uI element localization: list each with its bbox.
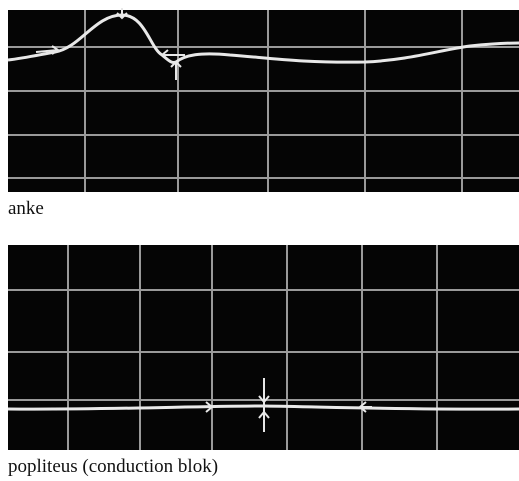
- caption: popliteus (conduction blok): [8, 456, 218, 478]
- panel-popliteus: [8, 245, 519, 450]
- caption: anke: [8, 198, 44, 220]
- figure: [0, 0, 519, 481]
- page: anke popliteus (conduction blok): [0, 0, 519, 481]
- panel-ankle: [8, 8, 519, 192]
